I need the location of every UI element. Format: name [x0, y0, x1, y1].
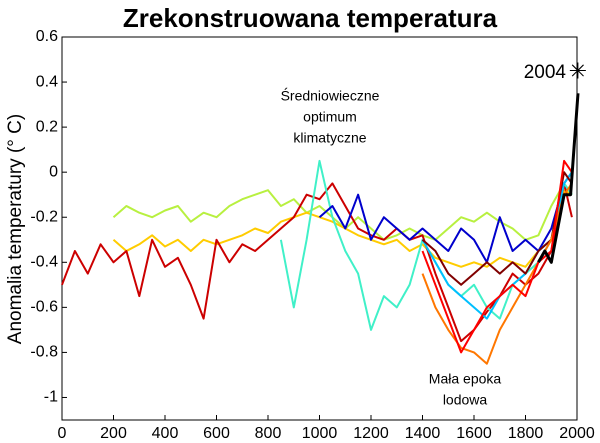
x-tick-label: 1200: [353, 425, 389, 442]
y-tick-label: -0.4: [30, 254, 58, 271]
y-tick-label: 0.6: [36, 28, 58, 45]
x-tick-label: 2000: [559, 425, 595, 442]
y-tick-label: -1: [44, 389, 58, 406]
x-tick-label: 1600: [456, 425, 492, 442]
annotation: lodowa: [443, 392, 488, 408]
y-tick-label: 0: [49, 163, 58, 180]
annotation: optimum: [303, 109, 357, 125]
x-tick-label: 1000: [302, 425, 338, 442]
series-line: [112, 182, 573, 241]
y-tick-label: 0.2: [36, 118, 58, 135]
annotation: Mała epoka: [429, 371, 502, 387]
y-tick-label: 0.4: [36, 73, 58, 90]
series-line: [421, 159, 573, 354]
x-tick-label: 800: [255, 425, 282, 442]
series-line: [61, 182, 573, 343]
series-line: [537, 93, 580, 264]
series-line: [421, 182, 573, 365]
annotation: klimatyczne: [293, 130, 366, 146]
highlight-label: 2004: [524, 62, 567, 83]
y-tick-label: -0.8: [30, 344, 58, 361]
x-tick-label: 1800: [508, 425, 544, 442]
x-tick-label: 400: [152, 425, 179, 442]
y-axis-label: Anomalia temperatury (° C): [5, 114, 26, 344]
x-tick-label: 600: [203, 425, 230, 442]
x-tick-label: 1400: [405, 425, 441, 442]
annotation: Średniowieczne: [281, 87, 380, 104]
y-tick-label: -0.6: [30, 299, 58, 316]
x-tick-label: 0: [58, 425, 67, 442]
chart-title: Zrekonstruowana temperatura: [123, 3, 498, 33]
x-tick-label: 200: [100, 425, 127, 442]
series-line: [318, 171, 573, 264]
highlight-marker: ✳: [569, 59, 587, 84]
y-tick-label: -0.2: [30, 208, 58, 225]
